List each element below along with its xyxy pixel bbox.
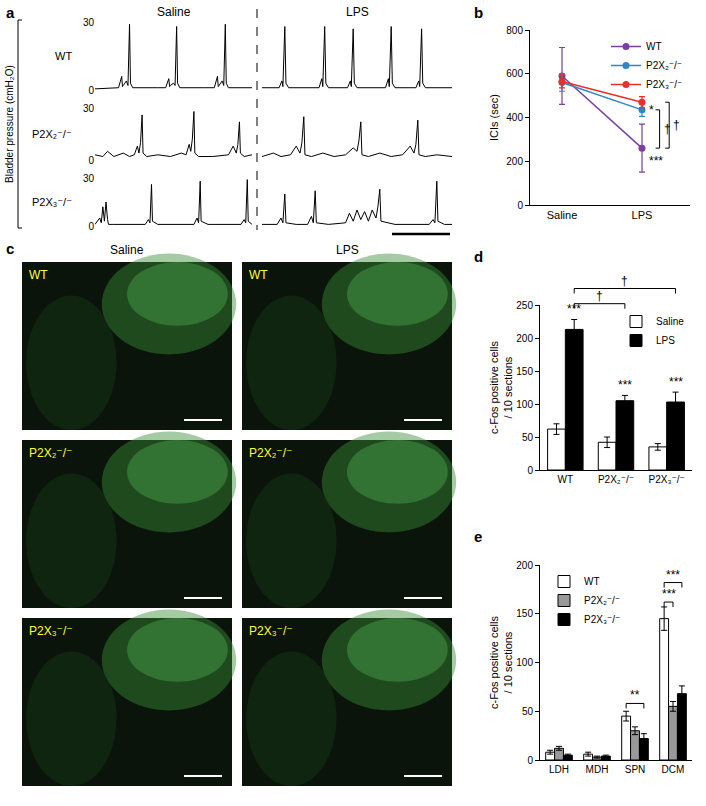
svg-text:DCM: DCM	[662, 764, 685, 775]
svg-text:†: †	[673, 118, 680, 132]
svg-text:P2X₂⁻/⁻: P2X₂⁻/⁻	[32, 128, 72, 140]
svg-text:0: 0	[527, 465, 533, 476]
svg-text:Saline: Saline	[656, 316, 684, 327]
svg-text:Saline: Saline	[157, 5, 191, 19]
svg-text:c-Fos positive cells/ 10 secti: c-Fos positive cells/ 10 sections	[488, 616, 514, 709]
svg-text:LPS: LPS	[656, 335, 675, 346]
svg-text:MDH: MDH	[586, 764, 609, 775]
svg-text:200: 200	[516, 560, 533, 571]
svg-text:***: ***	[649, 154, 663, 168]
svg-text:SPN: SPN	[625, 764, 646, 775]
svg-text:P2X₃⁻/⁻: P2X₃⁻/⁻	[249, 624, 293, 638]
svg-text:e: e	[474, 528, 482, 545]
svg-text:WT: WT	[584, 576, 600, 587]
svg-text:P2X₂⁻/⁻: P2X₂⁻/⁻	[584, 595, 620, 606]
svg-text:***: ***	[662, 587, 676, 601]
svg-text:***: ***	[669, 375, 683, 389]
svg-text:P2X₃⁻/⁻: P2X₃⁻/⁻	[646, 79, 682, 90]
svg-text:P2X₃⁻/⁻: P2X₃⁻/⁻	[584, 614, 620, 625]
svg-text:†: †	[621, 274, 628, 288]
svg-text:***: ***	[618, 378, 632, 392]
svg-text:0: 0	[88, 155, 94, 166]
svg-text:Saline: Saline	[110, 243, 144, 257]
svg-text:30: 30	[83, 103, 95, 114]
svg-text:P2X₃⁻/⁻: P2X₃⁻/⁻	[32, 196, 72, 208]
svg-text:0: 0	[88, 221, 94, 232]
svg-text:P2X₂⁻/⁻: P2X₂⁻/⁻	[29, 446, 72, 460]
svg-text:250: 250	[516, 300, 533, 311]
svg-text:100: 100	[516, 399, 533, 410]
svg-text:a: a	[6, 4, 15, 21]
svg-text:200: 200	[516, 333, 533, 344]
svg-text:0: 0	[527, 755, 533, 766]
svg-text:*: *	[649, 103, 654, 117]
svg-text:***: ***	[567, 302, 581, 316]
svg-text:200: 200	[506, 156, 523, 167]
svg-text:P2X₂⁻/⁻: P2X₂⁻/⁻	[646, 60, 682, 71]
svg-text:WT: WT	[55, 50, 72, 62]
svg-text:LDH: LDH	[549, 764, 569, 775]
svg-text:600: 600	[506, 68, 523, 79]
svg-text:30: 30	[83, 17, 95, 28]
svg-text:c-Fos positive cells/ 10 secti: c-Fos positive cells/ 10 sections	[488, 341, 514, 434]
svg-text:LPS: LPS	[336, 243, 359, 257]
svg-text:P2X₂⁻/⁻: P2X₂⁻/⁻	[598, 474, 634, 485]
svg-text:WT: WT	[558, 474, 574, 485]
svg-text:150: 150	[516, 608, 533, 619]
svg-text:c: c	[6, 240, 14, 257]
svg-text:50: 50	[522, 706, 534, 717]
svg-text:150: 150	[516, 366, 533, 377]
svg-text:Bladder pressure (cmH₂O): Bladder pressure (cmH₂O)	[4, 65, 15, 183]
svg-text:WT: WT	[29, 268, 48, 282]
svg-text:50: 50	[522, 432, 534, 443]
svg-text:ICIs (sec): ICIs (sec)	[488, 94, 500, 141]
svg-text:†: †	[664, 122, 671, 136]
svg-text:0: 0	[517, 200, 523, 211]
svg-text:WT: WT	[249, 268, 268, 282]
svg-text:P2X₃⁻/⁻: P2X₃⁻/⁻	[29, 624, 73, 638]
svg-text:WT: WT	[646, 41, 662, 52]
svg-text:100: 100	[516, 657, 533, 668]
svg-text:30: 30	[83, 173, 95, 184]
svg-text:b: b	[474, 4, 483, 21]
svg-text:P2X₃⁻/⁻: P2X₃⁻/⁻	[649, 474, 685, 485]
svg-text:LPS: LPS	[346, 5, 369, 19]
svg-text:P2X₂⁻/⁻: P2X₂⁻/⁻	[249, 446, 292, 460]
svg-text:Saline: Saline	[547, 209, 578, 221]
svg-text:d: d	[474, 248, 483, 265]
svg-text:400: 400	[506, 112, 523, 123]
svg-text:†: †	[596, 289, 603, 303]
svg-text:***: ***	[666, 568, 680, 582]
svg-text:LPS: LPS	[632, 209, 653, 221]
svg-text:**: **	[630, 688, 640, 702]
svg-text:0: 0	[88, 85, 94, 96]
svg-text:800: 800	[506, 25, 523, 36]
